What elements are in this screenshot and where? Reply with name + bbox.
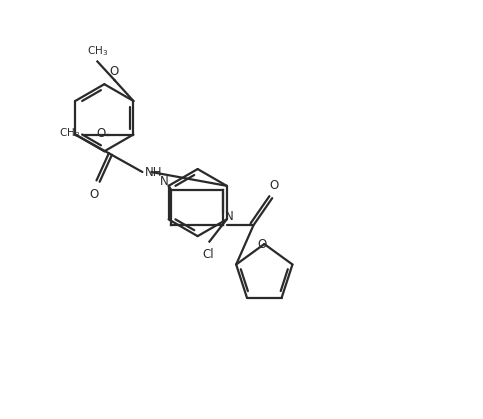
Text: CH$_3$: CH$_3$: [87, 44, 108, 58]
Text: NH: NH: [145, 166, 162, 179]
Text: O: O: [89, 188, 99, 201]
Text: O: O: [270, 179, 279, 192]
Text: N: N: [225, 210, 234, 223]
Text: Cl: Cl: [203, 248, 214, 261]
Text: O: O: [96, 127, 105, 140]
Text: O: O: [110, 65, 119, 78]
Text: O: O: [257, 238, 267, 251]
Text: CH$_3$: CH$_3$: [59, 127, 81, 140]
Text: N: N: [160, 175, 169, 188]
